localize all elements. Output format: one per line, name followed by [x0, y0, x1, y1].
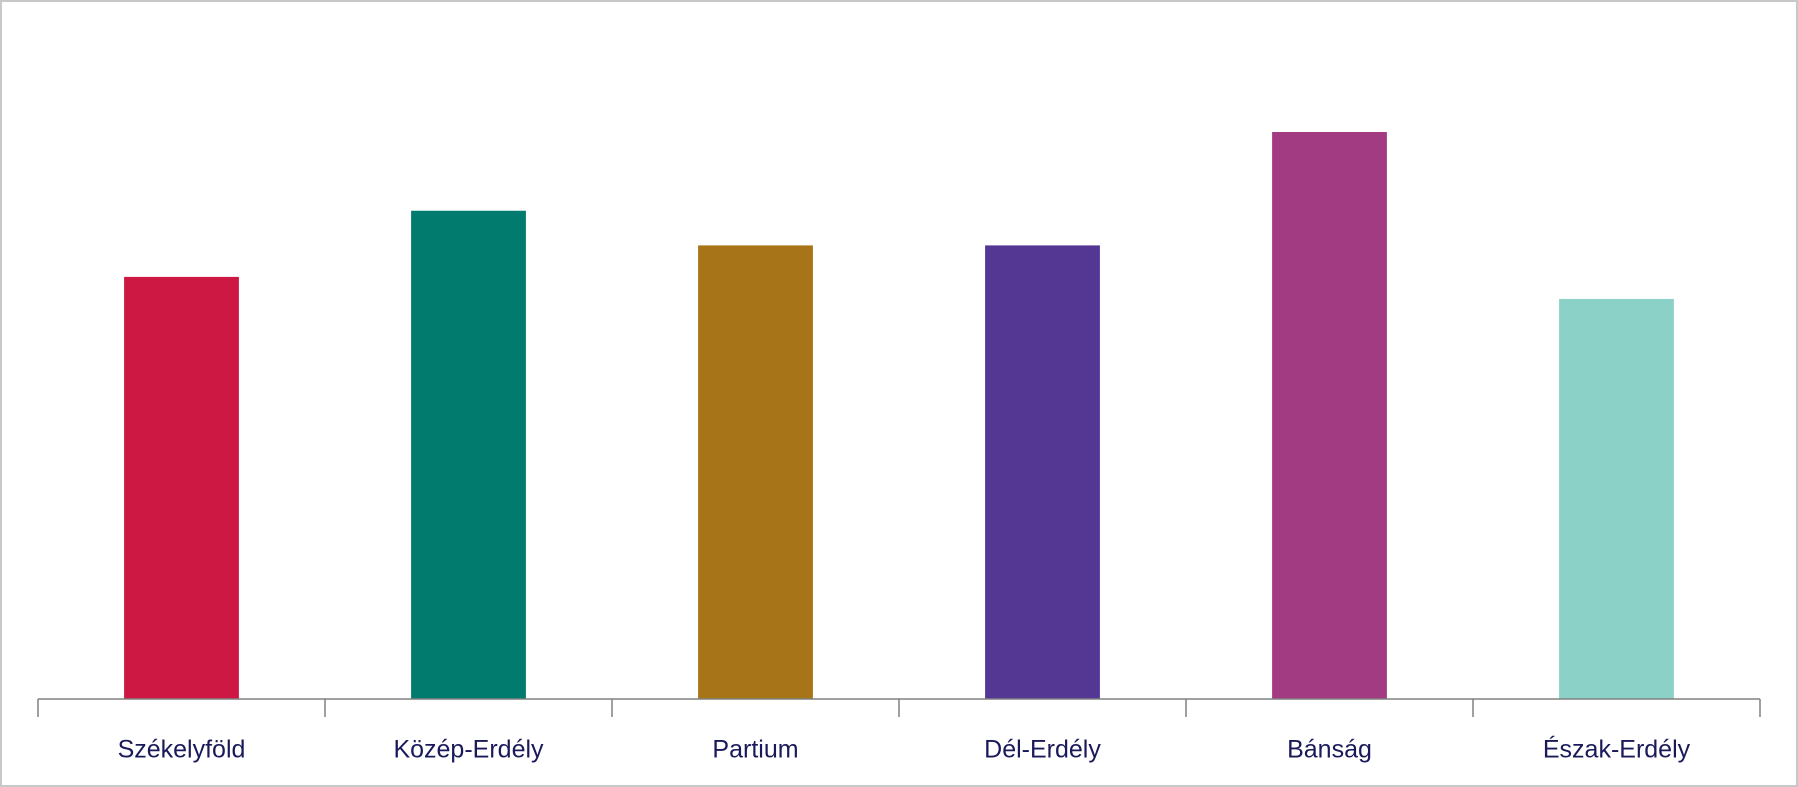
- x-tick-label: Partium: [712, 736, 798, 764]
- x-tick-label: Bánság: [1287, 736, 1372, 764]
- bar: [411, 210, 526, 699]
- bar: [1272, 132, 1387, 699]
- bar: [698, 245, 813, 699]
- x-tick-label: Észak-Erdély: [1543, 735, 1691, 764]
- bar: [985, 245, 1100, 699]
- bar: [124, 276, 239, 699]
- bar: [1559, 298, 1674, 699]
- x-tick-label: Dél-Erdély: [984, 736, 1101, 764]
- x-tick-label: Székelyföld: [118, 736, 246, 764]
- x-tick-label: Közép-Erdély: [393, 736, 544, 764]
